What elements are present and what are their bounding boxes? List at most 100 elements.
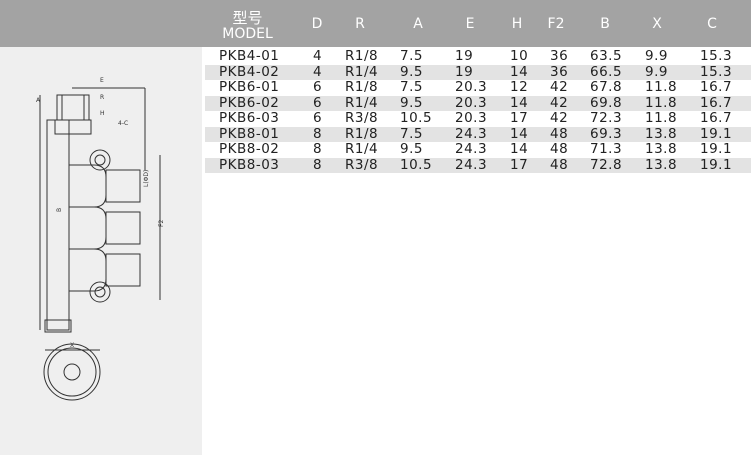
table-cell: R1/8 xyxy=(345,48,379,64)
table-row: PKB8-01 8 R1/8 7.5 24.3 14 48 69.3 13.8 19.1 xyxy=(205,125,751,142)
table-cell: 20.3 xyxy=(455,94,488,111)
dimension-label: A xyxy=(36,97,41,104)
table-cell: 9.9 xyxy=(645,48,668,64)
table-cell: 42 xyxy=(550,79,569,95)
table-cell: 67.8 xyxy=(590,79,623,95)
header-cell: R xyxy=(355,16,365,32)
table-cell: 24.3 xyxy=(455,125,488,142)
table-cell: 19.1 xyxy=(700,156,733,173)
table-row: PKB6-02 6 R1/4 9.5 20.3 14 42 69.8 11.8 16.7 xyxy=(205,94,751,111)
table-cell: 8 xyxy=(313,125,323,142)
table-cell: 4 xyxy=(313,63,323,80)
table-cell: 11.8 xyxy=(645,94,678,111)
header-cell: C xyxy=(707,16,717,32)
table-cell: 24.3 xyxy=(455,156,488,173)
dimension-label: 4-C xyxy=(118,120,128,127)
table-cell: 14 xyxy=(510,141,529,157)
table-cell: PKB6-02 xyxy=(219,94,280,111)
table-row: PKB4-02 4 R1/4 9.5 19 14 36 66.5 9.9 15.3 xyxy=(205,63,751,80)
header-cell: X xyxy=(652,16,662,32)
table-cell: 69.8 xyxy=(590,94,623,111)
table-cell: 36 xyxy=(550,63,569,80)
table-cell: 19 xyxy=(455,63,474,80)
table-cell: 20.3 xyxy=(455,79,488,95)
table-cell: 10.5 xyxy=(400,156,433,173)
dimension-label: E xyxy=(100,77,104,84)
table-cell: 24.3 xyxy=(455,141,488,157)
dimension-label: R xyxy=(100,94,104,101)
table-cell: 8 xyxy=(313,156,323,173)
dimension-label: H xyxy=(100,110,105,117)
header-cell: B xyxy=(600,16,610,32)
header-cell: E xyxy=(465,16,475,32)
table-cell: R3/8 xyxy=(345,110,379,126)
table-cell: 14 xyxy=(510,63,529,80)
header-bar xyxy=(0,0,751,47)
table-cell: 17 xyxy=(510,110,529,126)
table-cell: 15.3 xyxy=(700,48,733,64)
header-model-en: MODEL xyxy=(222,26,273,42)
table-cell: 6 xyxy=(313,79,323,95)
table-cell: 9.5 xyxy=(400,63,423,80)
table-cell: 9.9 xyxy=(645,63,668,80)
table-cell: 14 xyxy=(510,125,529,142)
table-cell: 48 xyxy=(550,156,569,173)
table-cell: PKB8-02 xyxy=(219,141,280,157)
table-cell: PKB8-01 xyxy=(219,125,280,142)
table-row: PKB8-02 8 R1/4 9.5 24.3 14 48 71.3 13.8 19.1 xyxy=(205,141,751,158)
table-cell: 7.5 xyxy=(400,79,423,95)
table-cell: 20.3 xyxy=(455,110,488,126)
table-cell: 69.3 xyxy=(590,125,623,142)
table-cell: 9.5 xyxy=(400,141,423,157)
header-model-cn: 型号 xyxy=(232,9,263,27)
table-cell: 36 xyxy=(550,48,569,64)
table-cell: 16.7 xyxy=(700,94,733,111)
table-cell: PKB4-02 xyxy=(219,63,280,80)
table-cell: R1/8 xyxy=(345,125,379,142)
table-cell: 4 xyxy=(313,48,323,64)
header-cell: F2 xyxy=(547,16,565,32)
table-cell: 16.7 xyxy=(700,110,733,126)
table-cell: 19.1 xyxy=(700,141,733,157)
drawing: E A R H 4-C L(ΦD) B F2 X xyxy=(36,77,165,401)
table-cell: 42 xyxy=(550,110,569,126)
table-cell: 13.8 xyxy=(645,141,678,157)
table-cell: 66.5 xyxy=(590,63,623,80)
table-cell: 13.8 xyxy=(645,156,678,173)
dimension-label: F2 xyxy=(158,220,165,227)
header-cell: D xyxy=(311,16,323,32)
dimension-label: X xyxy=(70,342,74,349)
table-row: PKB6-03 6 R3/8 10.5 20.3 17 42 72.3 11.8 16.7 xyxy=(205,110,751,127)
header-cell: H xyxy=(511,16,523,32)
drawing-panel: E A R H 4-C L(ΦD) B F2 X xyxy=(0,47,202,455)
table-cell: 17 xyxy=(510,156,529,173)
table-cell: 6 xyxy=(313,94,323,111)
table-cell: 42 xyxy=(550,94,569,111)
header-cell: A xyxy=(413,16,423,32)
table-cell: 71.3 xyxy=(590,141,623,157)
table-cell: PKB6-03 xyxy=(219,110,280,126)
table-cell: 14 xyxy=(510,94,529,111)
table-cell: 7.5 xyxy=(400,48,423,64)
table-cell: R1/4 xyxy=(345,141,379,157)
table-cell: 48 xyxy=(550,125,569,142)
dimension-label: B xyxy=(56,208,63,212)
table-cell: 10.5 xyxy=(400,110,433,126)
table-cell: 72.3 xyxy=(590,110,623,126)
table-cell: R3/8 xyxy=(345,156,379,173)
table-cell: 8 xyxy=(313,141,323,157)
table-cell: R1/8 xyxy=(345,79,379,95)
dimension-label: L(ΦD) xyxy=(143,170,150,187)
table-cell: PKB6-01 xyxy=(219,79,280,95)
table-cell: 7.5 xyxy=(400,125,423,142)
table-cell: 19.1 xyxy=(700,125,733,142)
table-cell: R1/4 xyxy=(345,94,379,111)
table-cell: 9.5 xyxy=(400,94,423,111)
table-cell: 11.8 xyxy=(645,110,678,126)
table-cell: 13.8 xyxy=(645,125,678,142)
table-cell: PKB4-01 xyxy=(219,48,280,64)
table-cell: PKB8-03 xyxy=(219,156,280,173)
table-cell: 19 xyxy=(455,48,474,64)
table-row: PKB8-03 8 R3/8 10.5 24.3 17 48 72.8 13.8 19.1 xyxy=(205,156,751,173)
